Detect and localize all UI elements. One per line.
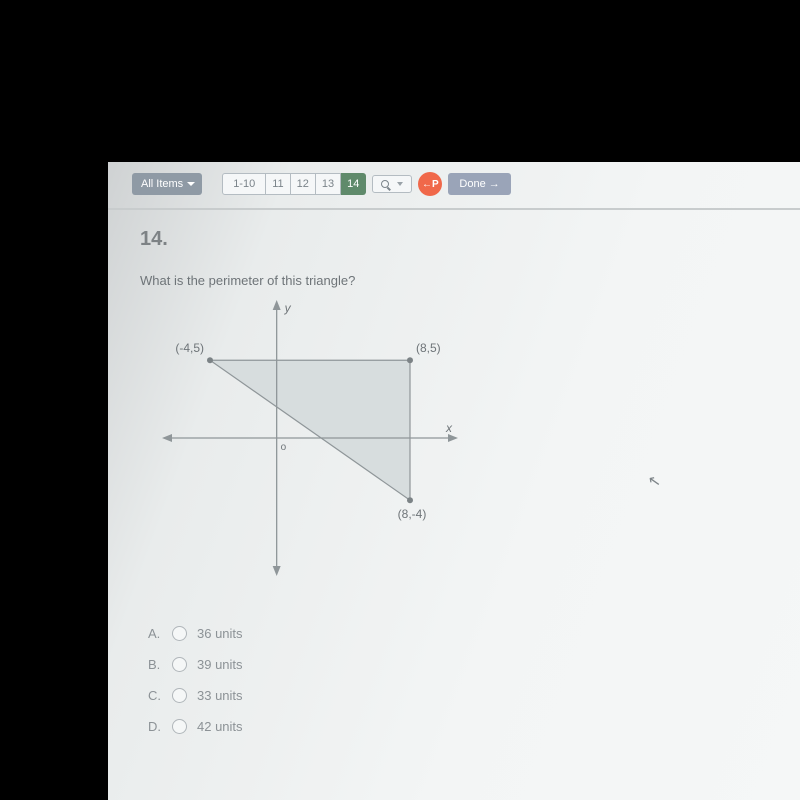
choice-letter: C. bbox=[148, 688, 162, 703]
question-text: What is the perimeter of this triangle? bbox=[140, 273, 800, 288]
choice-letter: B. bbox=[148, 657, 162, 672]
page-button-13[interactable]: 13 bbox=[316, 173, 341, 195]
done-button[interactable]: Done → bbox=[448, 173, 510, 195]
choice-letter: D. bbox=[148, 719, 162, 734]
search-dropdown-button[interactable] bbox=[372, 175, 412, 193]
page-button-11[interactable]: 11 bbox=[266, 173, 290, 195]
svg-text:(8,5): (8,5) bbox=[416, 341, 441, 355]
choice-label: 39 units bbox=[197, 657, 243, 672]
choice-letter: A. bbox=[148, 626, 162, 641]
app-screen: All Items 1-10 11 12 13 14 ←P Done → 14.… bbox=[108, 162, 800, 800]
page-nav-group: 1-10 11 12 13 14 bbox=[222, 173, 366, 195]
page-button-14[interactable]: 14 bbox=[341, 173, 366, 195]
all-items-dropdown[interactable]: All Items bbox=[132, 173, 202, 195]
prev-button[interactable]: ←P bbox=[418, 172, 442, 196]
choice-c[interactable]: C. 33 units bbox=[148, 688, 800, 703]
radio-icon bbox=[172, 719, 187, 734]
svg-text:o: o bbox=[281, 442, 287, 453]
answer-choices: A. 36 units B. 39 units C. 33 units D. 4… bbox=[148, 626, 800, 734]
radio-icon bbox=[172, 688, 187, 703]
svg-text:y: y bbox=[284, 301, 292, 315]
choice-label: 36 units bbox=[197, 626, 243, 641]
svg-text:(-4,5): (-4,5) bbox=[175, 341, 204, 355]
radio-icon bbox=[172, 657, 187, 672]
all-items-label: All Items bbox=[141, 178, 183, 190]
done-label: Done → bbox=[459, 178, 499, 190]
chevron-down-icon bbox=[397, 182, 403, 186]
choice-d[interactable]: D. 42 units bbox=[148, 719, 800, 734]
choice-label: 33 units bbox=[197, 688, 243, 703]
question-number: 14. bbox=[140, 228, 800, 251]
choice-a[interactable]: A. 36 units bbox=[148, 626, 800, 641]
svg-text:x: x bbox=[445, 421, 453, 435]
triangle-figure: y x o (-4,5) (8,5) (8,-4) bbox=[160, 298, 460, 578]
page-button-12[interactable]: 12 bbox=[291, 173, 316, 195]
svg-text:(8,-4): (8,-4) bbox=[398, 507, 427, 521]
choice-b[interactable]: B. 39 units bbox=[148, 657, 800, 672]
choice-label: 42 units bbox=[197, 719, 243, 734]
toolbar: All Items 1-10 11 12 13 14 ←P Done → bbox=[108, 162, 800, 210]
prev-label: ←P bbox=[422, 179, 439, 190]
radio-icon bbox=[172, 626, 187, 641]
page-range-button[interactable]: 1-10 bbox=[222, 173, 266, 195]
search-icon bbox=[381, 180, 389, 188]
question-content: 14. What is the perimeter of this triang… bbox=[108, 210, 800, 734]
